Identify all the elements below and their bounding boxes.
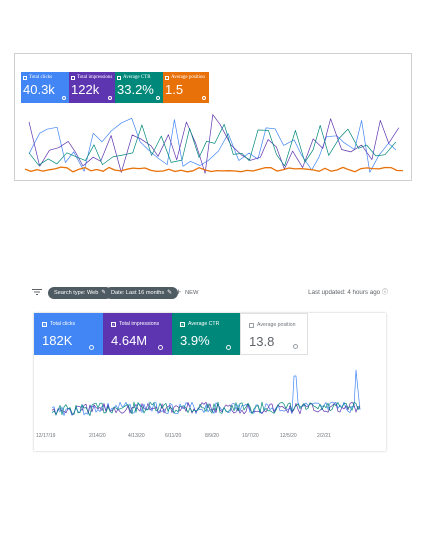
plus-icon[interactable]: + <box>176 287 182 297</box>
checkbox-checked-icon[interactable]: ✓ <box>180 322 185 327</box>
metric-lines-chart <box>24 114 404 174</box>
edit-icon: ✎ <box>167 290 173 296</box>
filter-toolbar: Search type: Web ✎ Date: Last 16 months … <box>32 284 388 302</box>
ctr-line <box>28 123 397 167</box>
metric-card-average-ctr[interactable]: Average CTR 33.2% <box>115 72 163 103</box>
position-line <box>24 166 404 173</box>
x-axis-tick: 2/14/20 <box>89 433 106 439</box>
help-icon[interactable] <box>108 96 112 100</box>
checkbox-icon[interactable] <box>117 75 121 80</box>
x-axis-tick: 2/2/21 <box>317 433 331 439</box>
metric-label: Total impressions <box>77 75 113 80</box>
performance-chart-panel-small: Total clicks 40.3k Total impressions 122… <box>14 53 412 181</box>
date-chip[interactable]: Date: Last 16 months ✎ <box>105 287 179 299</box>
impressions-line <box>28 114 400 174</box>
metric-value: 1.5 <box>165 82 184 97</box>
help-icon[interactable] <box>158 345 163 350</box>
metric-value: 182K <box>42 333 73 348</box>
metric-value: 122k <box>71 82 100 97</box>
ctr-line <box>51 401 361 417</box>
x-axis-tick: 4/13/20 <box>128 433 145 439</box>
metric-value: 13.8 <box>249 334 275 349</box>
checkbox-icon[interactable] <box>165 75 169 80</box>
x-axis-tick: 10/7/20 <box>242 433 259 439</box>
x-axis-tick: 6/11/20 <box>165 433 182 439</box>
metric-value: 4.64M <box>111 333 148 348</box>
checkbox-icon[interactable] <box>71 75 75 80</box>
last-updated-text: Last updated: 4 hours ago <box>308 289 381 296</box>
checkbox-icon[interactable] <box>23 75 27 80</box>
metric-card-average-position[interactable]: Average position 1.5 <box>163 72 209 103</box>
chip-label: Date: Last 16 months <box>111 290 165 296</box>
x-axis-tick: 12/17/19 <box>36 433 56 439</box>
last-updated-status: Last updated: 4 hours ago ⓘ <box>308 287 388 299</box>
help-icon[interactable] <box>62 96 66 100</box>
help-icon[interactable] <box>293 344 298 349</box>
checkbox-checked-icon[interactable]: ✓ <box>111 322 116 327</box>
help-icon[interactable] <box>226 345 231 350</box>
metric-label: Total clicks <box>29 75 53 80</box>
help-icon[interactable] <box>202 96 206 100</box>
metric-value: 40.3k <box>23 82 55 97</box>
clicks-line <box>28 117 397 173</box>
metric-value: 3.9% <box>180 333 210 348</box>
metric-card-total-impressions[interactable]: ✓ Total impressions 4.64M <box>103 313 172 355</box>
metric-card-average-ctr[interactable]: ✓ Average CTR 3.9% <box>172 313 240 355</box>
metric-card-total-impressions[interactable]: Total impressions 122k <box>69 72 115 103</box>
x-axis-tick: 12/5/20 <box>280 433 297 439</box>
metric-card-average-position[interactable]: Average position 13.8 <box>240 313 308 355</box>
metric-label: Total clicks <box>50 321 76 327</box>
metric-value: 33.2% <box>117 82 154 97</box>
chip-label: Search type: Web <box>54 290 99 296</box>
metric-label: Average position <box>171 75 205 80</box>
checkbox-checked-icon[interactable]: ✓ <box>42 322 47 327</box>
metric-cards: Total clicks 40.3k Total impressions 122… <box>21 72 209 103</box>
help-icon[interactable] <box>89 345 94 350</box>
metric-label: Total impressions <box>119 321 160 327</box>
metric-lines-chart <box>51 369 361 417</box>
metric-label: Average CTR <box>123 75 151 80</box>
impressions-line <box>51 401 361 416</box>
metric-card-total-clicks[interactable]: Total clicks 40.3k <box>21 72 69 103</box>
search-type-chip[interactable]: Search type: Web ✎ <box>48 287 113 299</box>
performance-chart-panel: ✓ Total clicks 182K ✓ Total impressions 4.… <box>34 313 386 451</box>
metric-label: Average position <box>257 322 296 328</box>
new-filter-button[interactable]: NEW <box>185 290 199 296</box>
x-axis-tick: 8/9/20 <box>205 433 219 439</box>
edit-icon: ✎ <box>101 290 107 296</box>
metric-label: Average CTR <box>188 321 220 327</box>
help-icon[interactable] <box>156 96 160 100</box>
checkbox-icon[interactable] <box>249 323 254 328</box>
filter-icon[interactable] <box>32 287 42 297</box>
help-icon[interactable]: ⓘ <box>381 289 388 296</box>
metric-card-total-clicks[interactable]: ✓ Total clicks 182K <box>34 313 103 355</box>
